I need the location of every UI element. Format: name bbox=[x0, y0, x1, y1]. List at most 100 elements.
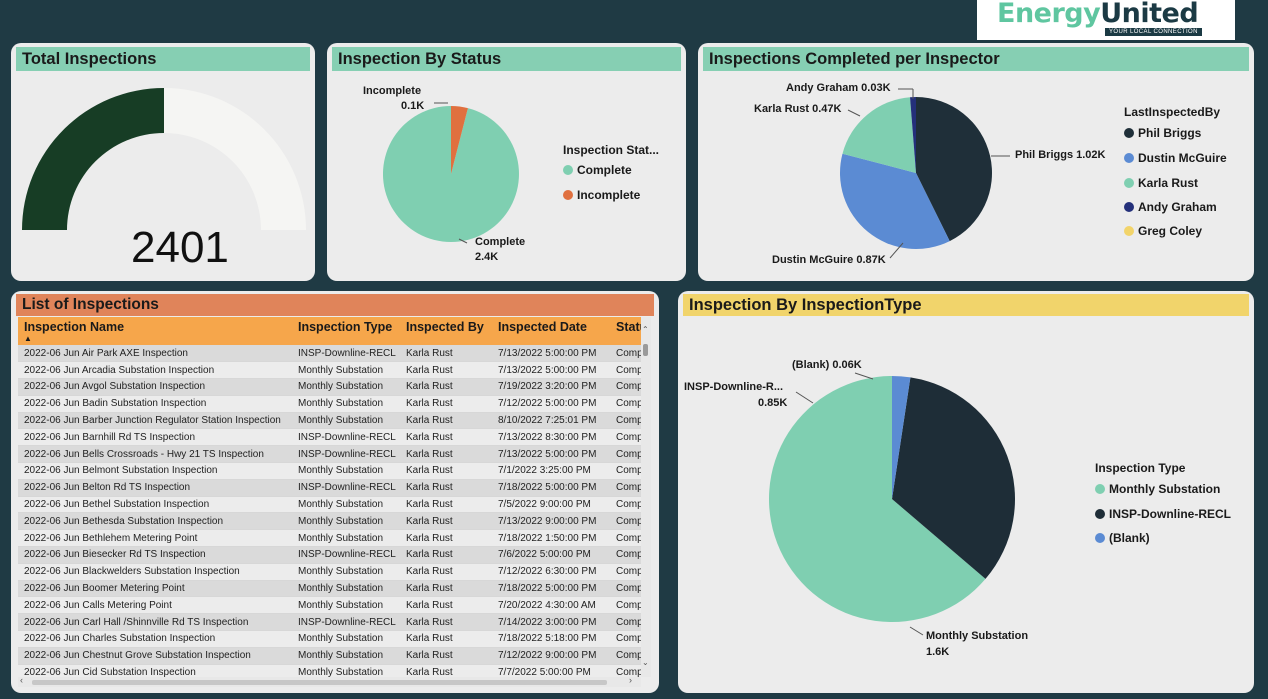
legend-swatch-complete bbox=[563, 165, 573, 175]
status-legend-title: Inspection Stat... bbox=[563, 143, 660, 157]
horizontal-scroll-thumb[interactable] bbox=[32, 680, 607, 685]
insp-leader-line bbox=[795, 391, 814, 404]
table-row[interactable]: 2022-06 Jun Bethesda Substation Inspecti… bbox=[18, 512, 651, 531]
scroll-up-icon[interactable]: ⌃ bbox=[642, 325, 649, 334]
cell-inspected-date: 7/18/2022 5:18:00 PM bbox=[492, 630, 610, 648]
column-header-inspection-type[interactable]: Inspection Type bbox=[292, 317, 400, 345]
inspector-slice-dustin-mcguire[interactable] bbox=[839, 153, 950, 250]
legend-item-karla-rust[interactable]: Karla Rust bbox=[1124, 176, 1198, 190]
legend-swatch-insp-downline-recl bbox=[1095, 509, 1105, 519]
table-row[interactable]: 2022-06 Jun Boomer Metering Point Monthly… bbox=[18, 580, 651, 598]
cell-status: Comp bbox=[610, 512, 651, 531]
cell-inspection-name: 2022-06 Jun Barber Junction Regulator St… bbox=[18, 412, 292, 430]
status-slice-incomplete[interactable] bbox=[451, 106, 468, 174]
inspector-slice-karla-rust[interactable] bbox=[842, 97, 916, 173]
table-row[interactable]: 2022-06 Jun Carl Hall /Shinnville Rd TS … bbox=[18, 613, 651, 632]
table-row[interactable]: 2022-06 Jun Blackwelders Substation Insp… bbox=[18, 563, 651, 581]
column-header-inspected-date[interactable]: Inspected Date bbox=[492, 317, 610, 345]
scroll-left-icon[interactable]: ‹ bbox=[20, 675, 23, 685]
legend-item-blank[interactable]: (Blank) bbox=[1095, 531, 1150, 545]
legend-item-monthly-substation[interactable]: Monthly Substation bbox=[1095, 482, 1220, 496]
type-slice-monthly-substation[interactable] bbox=[768, 376, 986, 623]
table-row[interactable]: 2022-06 Jun Chestnut Grove Substation In… bbox=[18, 647, 651, 665]
legend-label-blank: (Blank) bbox=[1109, 531, 1150, 545]
table-row[interactable]: 2022-06 Jun Avgol Substation Inspection M… bbox=[18, 378, 651, 396]
complete-slice-label: Complete bbox=[475, 236, 526, 248]
cell-inspected-by: Karla Rust bbox=[400, 428, 492, 447]
cell-inspected-by: Karla Rust bbox=[400, 378, 492, 396]
legend-item-insp-downline-recl[interactable]: INSP-Downline-RECL bbox=[1095, 507, 1231, 521]
legend-item-complete[interactable]: Complete bbox=[563, 163, 632, 177]
table-row[interactable]: 2022-06 Jun Bethel Substation Inspection… bbox=[18, 496, 651, 514]
status-slice-complete[interactable] bbox=[382, 106, 519, 242]
cell-status: Comp bbox=[610, 412, 651, 430]
legend-item-greg-coley[interactable]: Greg Coley bbox=[1124, 224, 1202, 238]
total-inspections-card[interactable]: Total Inspections 2401 0 4802 bbox=[11, 43, 315, 281]
inspections-table-viewport[interactable]: Inspection Name ▲ Inspection Type Inspect… bbox=[18, 317, 651, 677]
cell-inspected-by: Karla Rust bbox=[400, 512, 492, 531]
table-row[interactable]: 2022-06 Jun Badin Substation Inspection M… bbox=[18, 395, 651, 413]
table-row[interactable]: 2022-06 Jun Cid Substation Inspection Mon… bbox=[18, 664, 651, 677]
table-row[interactable]: 2022-06 Jun Biesecker Rd TS Inspection IN… bbox=[18, 546, 651, 564]
cell-status: Comp bbox=[610, 580, 651, 598]
cell-inspection-name: 2022-06 Jun Badin Substation Inspection bbox=[18, 395, 292, 413]
table-row[interactable]: 2022-06 Jun Calls Metering Point Monthly … bbox=[18, 596, 651, 615]
table-row[interactable]: 2022-06 Jun Belmont Substation Inspectio… bbox=[18, 462, 651, 480]
insp-slice-value: 0.85K bbox=[758, 397, 788, 409]
table-row[interactable]: 2022-06 Jun Bethlehem Metering Point Mont… bbox=[18, 529, 651, 548]
karla-leader-line bbox=[847, 109, 861, 117]
table-row[interactable]: 2022-06 Jun Barber Junction Regulator St… bbox=[18, 412, 651, 430]
cell-status: Comp bbox=[610, 428, 651, 447]
table-horizontal-scrollbar[interactable]: ‹ › bbox=[18, 675, 641, 687]
cell-inspection-name: 2022-06 Jun Carl Hall /Shinnville Rd TS … bbox=[18, 613, 292, 632]
vertical-scroll-thumb[interactable] bbox=[643, 344, 648, 356]
table-row[interactable]: 2022-06 Jun Charles Substation Inspectio… bbox=[18, 630, 651, 648]
legend-swatch-blank bbox=[1095, 533, 1105, 543]
cell-inspected-by: Karla Rust bbox=[400, 445, 492, 464]
cell-status: Comp bbox=[610, 630, 651, 648]
table-vertical-scrollbar[interactable]: ⌃ ⌄ bbox=[641, 317, 651, 677]
legend-label-incomplete: Incomplete bbox=[577, 188, 641, 202]
cell-inspection-name: 2022-06 Jun Belmont Substation Inspectio… bbox=[18, 462, 292, 480]
column-header-inspection-name[interactable]: Inspection Name ▲ bbox=[18, 317, 292, 345]
column-header-inspected-by[interactable]: Inspected By bbox=[400, 317, 492, 345]
cell-inspection-name: 2022-06 Jun Bethel Substation Inspection bbox=[18, 496, 292, 514]
cell-inspection-type: Monthly Substation bbox=[292, 462, 400, 480]
inspection-type-card-title: Inspection By InspectionType bbox=[683, 294, 1249, 316]
monthly-leader-line bbox=[909, 626, 924, 636]
legend-item-andy-graham[interactable]: Andy Graham bbox=[1124, 200, 1217, 214]
legend-item-incomplete[interactable]: Incomplete bbox=[563, 188, 640, 202]
scroll-right-icon[interactable]: › bbox=[629, 675, 632, 685]
incomplete-slice-label: Incomplete bbox=[363, 85, 422, 97]
table-row[interactable]: 2022-06 Jun Air Park AXE Inspection INSP-… bbox=[18, 345, 651, 363]
cell-inspected-date: 7/13/2022 5:00:00 PM bbox=[492, 445, 610, 464]
legend-item-phil-briggs[interactable]: Phil Briggs bbox=[1124, 126, 1201, 140]
table-row[interactable]: 2022-06 Jun Belton Rd TS Inspection INSP-… bbox=[18, 479, 651, 497]
cell-status: Comp bbox=[610, 664, 651, 677]
type-slice-insp-downline-recl[interactable] bbox=[892, 377, 1015, 579]
scroll-down-icon[interactable]: ⌄ bbox=[642, 658, 649, 667]
inspector-slice-phil-briggs[interactable] bbox=[916, 97, 992, 242]
legend-swatch-karla-rust bbox=[1124, 178, 1134, 188]
legend-item-dustin-mcguire[interactable]: Dustin McGuire bbox=[1124, 151, 1227, 165]
cell-inspection-type: INSP-Downline-RECL bbox=[292, 345, 400, 363]
cell-inspected-date: 7/12/2022 6:30:00 PM bbox=[492, 563, 610, 581]
complete-slice-value: 2.4K bbox=[475, 251, 499, 263]
status-card[interactable]: Inspection By Status Incomplete 0.1K Com… bbox=[327, 43, 686, 281]
table-row[interactable]: 2022-06 Jun Bells Crossroads - Hwy 21 TS… bbox=[18, 445, 651, 464]
cell-inspection-type: INSP-Downline-RECL bbox=[292, 613, 400, 632]
cell-inspection-name: 2022-06 Jun Avgol Substation Inspection bbox=[18, 378, 292, 396]
inspector-card[interactable]: Inspections Completed per Inspector Andy… bbox=[698, 43, 1254, 281]
cell-inspection-type: Monthly Substation bbox=[292, 529, 400, 548]
table-row[interactable]: 2022-06 Jun Barnhill Rd TS Inspection INS… bbox=[18, 428, 651, 447]
legend-swatch-dustin-mcguire bbox=[1124, 153, 1134, 163]
cell-inspection-name: 2022-06 Jun Calls Metering Point bbox=[18, 596, 292, 615]
type-slice-blank[interactable] bbox=[892, 376, 911, 499]
cell-inspection-type: INSP-Downline-RECL bbox=[292, 479, 400, 497]
status-card-title: Inspection By Status bbox=[332, 47, 681, 71]
inspector-slice-andy-graham[interactable] bbox=[910, 97, 916, 173]
table-row[interactable]: 2022-06 Jun Arcadia Substation Inspectio… bbox=[18, 361, 651, 380]
inspection-type-card[interactable]: Inspection By InspectionType (Blank) 0.0… bbox=[678, 291, 1254, 693]
cell-status: Comp bbox=[610, 378, 651, 396]
cell-inspection-name: 2022-06 Jun Bells Crossroads - Hwy 21 TS… bbox=[18, 445, 292, 464]
